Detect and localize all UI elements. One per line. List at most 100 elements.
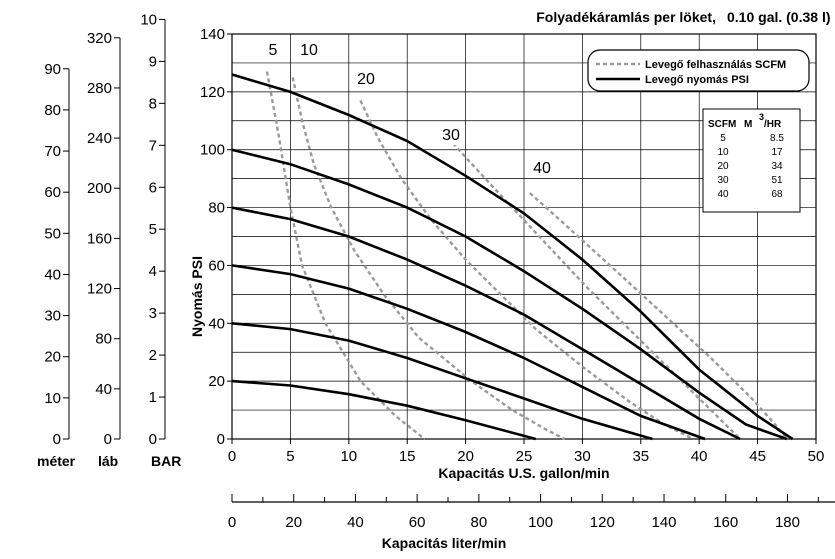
y-tick-label: 40	[208, 315, 225, 332]
table-cell-scfm: 5	[720, 133, 726, 144]
x-tick-label: 30	[574, 448, 591, 465]
curve-label-bg	[299, 40, 319, 60]
liter-tick-label: 20	[285, 514, 302, 531]
liter-tick-label: 140	[652, 514, 677, 531]
left-axis-tick-label: 0	[53, 431, 61, 448]
x-tick-label: 45	[749, 448, 766, 465]
pressure-curve	[231, 322, 653, 441]
table-cell-scfm: 10	[717, 147, 729, 158]
left-axis-tick-label: 10	[140, 11, 157, 28]
x-tick-label: 5	[286, 448, 294, 465]
left-axis-tick-label: 200	[87, 180, 112, 197]
y-axis-label: Nyomás PSI	[189, 256, 205, 337]
left-axis-tick-label: 9	[149, 53, 157, 70]
left-axis-tick-label: 50	[44, 225, 61, 242]
table-cell-m3hr: 34	[771, 161, 783, 172]
left-axis-tick-label: 70	[44, 143, 61, 160]
y-tick-label: 140	[200, 26, 225, 43]
left-axis-tick-label: 40	[95, 381, 112, 398]
y-tick-label: 20	[208, 373, 225, 390]
left-axis-tick-label: 60	[44, 184, 61, 201]
air-consumption-curve-30	[447, 137, 741, 440]
pressure-curve	[231, 379, 537, 441]
liter-tick-label: 180	[775, 514, 800, 531]
left-axis-tick-label: 120	[87, 281, 112, 298]
pressure-curve	[231, 206, 741, 441]
left-axis-tick-label: 6	[149, 179, 157, 196]
left-axis-tick-label: 80	[44, 102, 61, 119]
table-cell-scfm: 40	[717, 189, 729, 200]
liter-tick-label: 40	[347, 514, 364, 531]
pressure-curve	[231, 148, 788, 441]
left-axis-title: láb	[98, 453, 118, 469]
pressure-curve	[231, 264, 706, 441]
x-tick-label: 0	[228, 448, 236, 465]
liter-tick-label: 120	[590, 514, 615, 531]
left-axis-tick-label: 90	[44, 61, 61, 78]
table-cell-scfm: 30	[717, 175, 729, 186]
pressure-curve	[231, 73, 794, 441]
x-tick-label: 20	[457, 448, 474, 465]
liter-tick-label: 60	[409, 514, 426, 531]
table-header: M	[744, 119, 752, 130]
liter-tick-label: 80	[471, 514, 488, 531]
left-axis-title: méter	[37, 453, 76, 469]
left-axis-tick-label: 10	[44, 390, 61, 407]
x-tick-label: 50	[808, 448, 825, 465]
left-axis-tick-label: 0	[149, 431, 157, 448]
left-axis-tick-label: 7	[149, 137, 157, 154]
left-axis-tick-label: 240	[87, 130, 112, 147]
curve-label-bg	[441, 125, 461, 145]
legend-box	[587, 49, 810, 92]
left-axis-tick-label: 2	[149, 347, 157, 364]
curve-label: 40	[533, 160, 551, 177]
curve-label: 10	[300, 42, 318, 59]
liter-axis-label: Kapacitás liter/min	[382, 535, 507, 551]
x-tick-label: 40	[691, 448, 708, 465]
chart-title: Folyadékáramlás per löket,	[536, 9, 716, 25]
legend-label: Levegő felhasználás SCFM	[645, 59, 786, 71]
air-consumption-curve-20	[359, 99, 694, 441]
curve-label-bg	[263, 40, 283, 60]
liter-tick-label: 160	[713, 514, 738, 531]
left-axis-tick-label: 0	[104, 431, 112, 448]
table-cell-scfm: 20	[717, 161, 729, 172]
left-axis-tick-label: 3	[149, 305, 157, 322]
legend-label: Levegő nyomás PSI	[645, 74, 749, 86]
left-axis-tick-label: 80	[95, 331, 112, 348]
y-tick-label: 100	[200, 142, 225, 159]
left-axis-tick-label: 20	[44, 349, 61, 366]
liter-tick-label: 100	[528, 514, 553, 531]
x-axis-label: Kapacitás U.S. gallon/min	[438, 465, 609, 481]
left-axis-tick-label: 160	[87, 230, 112, 247]
table-cell-m3hr: 8.5	[770, 133, 784, 144]
table-cell-m3hr: 17	[771, 147, 783, 158]
y-tick-label: 80	[208, 200, 225, 217]
left-axis-tick-label: 30	[44, 308, 61, 325]
y-tick-label: 60	[208, 257, 225, 274]
y-tick-label: 120	[200, 84, 225, 101]
conversion-table-box	[702, 108, 801, 213]
table-header: SCFM	[708, 119, 736, 130]
x-tick-label: 35	[632, 448, 649, 465]
chart-title-value: 0.10 gal. (0.38 l)	[727, 9, 831, 25]
table-header: /HR	[764, 119, 782, 130]
left-axis-tick-label: 40	[44, 266, 61, 283]
curve-label: 20	[357, 71, 375, 88]
left-axis-tick-label: 8	[149, 95, 157, 112]
table-header-superscript: 3	[759, 112, 764, 122]
curve-label-bg	[356, 69, 376, 89]
air-consumption-curve-40	[529, 192, 788, 440]
left-axis-tick-label: 5	[149, 221, 157, 238]
curve-label: 5	[269, 42, 278, 59]
x-tick-label: 15	[399, 448, 416, 465]
y-tick-label: 0	[217, 431, 225, 448]
left-axis-tick-label: 4	[149, 263, 157, 280]
table-cell-m3hr: 51	[771, 175, 783, 186]
left-axis-tick-label: 1	[149, 389, 157, 406]
x-tick-label: 10	[340, 448, 357, 465]
left-axis-tick-label: 280	[87, 80, 112, 97]
table-cell-m3hr: 68	[771, 189, 783, 200]
